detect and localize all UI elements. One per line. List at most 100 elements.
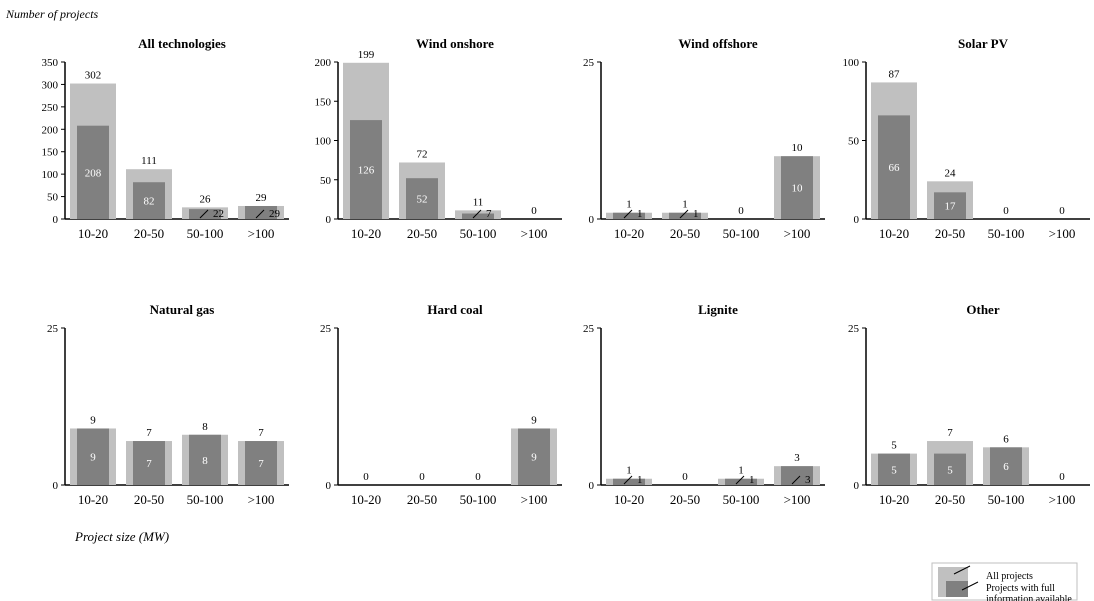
value-label-all: 10 (792, 142, 804, 154)
value-label-full-info: 126 (358, 165, 375, 177)
legend: All projects Projects with full informat… (931, 562, 1078, 601)
y-tick-label: 0 (326, 214, 332, 226)
x-category-label: >100 (248, 226, 275, 241)
value-label-all: 0 (419, 471, 425, 483)
bar-full-info (350, 120, 382, 219)
value-label-full-info: 5 (947, 464, 953, 476)
y-axis-title: Number of projects (5, 7, 99, 21)
value-label-full-info: 7 (146, 458, 152, 470)
bar-full-info (669, 212, 701, 219)
x-category-label: 10-20 (78, 226, 108, 241)
y-tick-label: 25 (583, 323, 595, 335)
chart-panel: Hard coal 0 25 0 10-20 0 20-50 0 50-100 9 9 >100 (320, 302, 562, 507)
panel-title: Natural gas (150, 302, 215, 317)
bar-full-info (77, 125, 109, 219)
bar-full-info (934, 453, 966, 485)
value-label-full-info: 82 (144, 196, 155, 208)
bar-full-info (613, 478, 645, 485)
x-category-label: 50-100 (988, 226, 1025, 241)
bar-full-info (781, 466, 813, 485)
value-label-all: 1 (738, 465, 744, 477)
y-tick-label: 100 (843, 57, 860, 69)
value-label-full-info: 1 (749, 474, 755, 486)
value-label-all: 5 (891, 440, 897, 452)
y-tick-label: 50 (320, 175, 332, 187)
y-tick-label: 0 (53, 480, 59, 492)
bar-full-info (518, 428, 550, 485)
value-label-full-info: 66 (889, 162, 901, 174)
x-category-label: 50-100 (988, 492, 1025, 507)
chart-panel: Natural gas 0 25 9 9 10-20 7 7 20-50 8 8 50-100 7 7 >1… (47, 302, 289, 507)
value-label-all: 111 (141, 155, 157, 167)
bar-full-info (189, 434, 221, 485)
y-tick-label: 0 (589, 214, 595, 226)
legend-swatch-full-info (946, 581, 968, 597)
bar-full-info (878, 453, 910, 485)
value-label-full-info: 1 (693, 208, 699, 220)
x-category-label: >100 (784, 226, 811, 241)
y-tick-label: 200 (315, 57, 332, 69)
value-label-all: 3 (794, 452, 800, 464)
value-label-all: 72 (417, 148, 428, 160)
value-label-all: 87 (889, 68, 901, 80)
value-label-all: 0 (475, 471, 481, 483)
value-label-full-info: 1 (637, 474, 643, 486)
y-tick-label: 25 (47, 323, 59, 335)
value-label-all: 302 (85, 70, 102, 82)
value-label-all: 0 (1003, 205, 1009, 217)
value-label-full-info: 52 (417, 194, 428, 206)
value-label-all: 1 (626, 199, 632, 211)
x-category-label: 20-50 (134, 226, 164, 241)
value-label-all: 199 (358, 49, 375, 61)
value-label-full-info: 5 (891, 464, 897, 476)
value-label-all: 24 (945, 167, 957, 179)
bar-full-info (613, 212, 645, 219)
x-category-label: 20-50 (935, 226, 965, 241)
x-category-label: 10-20 (614, 226, 644, 241)
chart-panel: Solar PV 0 50 100 87 66 10-20 24 17 20-50 0 50-100 0… (843, 36, 1090, 241)
value-label-full-info: 17 (945, 201, 957, 213)
value-label-full-info: 29 (269, 208, 281, 220)
legend-leader-line (961, 581, 979, 591)
bar-full-info (462, 213, 494, 219)
x-category-label: 10-20 (351, 226, 381, 241)
y-tick-label: 250 (42, 102, 59, 114)
value-label-all: 8 (202, 421, 208, 433)
value-label-all: 9 (90, 414, 96, 426)
panel-title: Wind offshore (678, 36, 758, 51)
x-category-label: 50-100 (460, 226, 497, 241)
x-category-label: 10-20 (78, 492, 108, 507)
value-label-all: 6 (1003, 433, 1009, 445)
x-category-label: 20-50 (935, 492, 965, 507)
y-tick-label: 25 (848, 323, 860, 335)
y-tick-label: 50 (47, 192, 59, 204)
y-tick-label: 25 (320, 323, 332, 335)
value-label-all: 11 (473, 196, 484, 208)
x-category-label: 10-20 (879, 226, 909, 241)
x-category-label: >100 (1049, 226, 1076, 241)
chart-panel: Other 0 25 5 5 10-20 7 5 20-50 6 6 50-100 0 >100 (848, 302, 1090, 507)
value-label-all: 1 (682, 199, 688, 211)
value-leader-line (623, 209, 633, 219)
bar-full-info (725, 478, 757, 485)
x-category-label: >100 (521, 492, 548, 507)
value-leader-line (735, 475, 745, 485)
bar-full-info (990, 447, 1022, 485)
bar-full-info (406, 178, 438, 219)
x-category-label: 50-100 (460, 492, 497, 507)
x-category-label: 50-100 (187, 226, 224, 241)
chart-panel: All technologies 0 50 100 150 200 250 300 350 302… (42, 36, 289, 241)
y-tick-label: 0 (854, 480, 860, 492)
legend-label-all-projects: All projects (986, 571, 1033, 582)
y-tick-label: 0 (326, 480, 332, 492)
panel-title: Lignite (698, 302, 738, 317)
legend-border (931, 562, 1078, 601)
value-label-full-info: 208 (85, 167, 102, 179)
x-category-label: 10-20 (879, 492, 909, 507)
value-leader-line (255, 209, 265, 219)
y-tick-label: 300 (42, 79, 59, 91)
bar-full-info (878, 115, 910, 219)
value-leader-line (623, 475, 633, 485)
bar-full-info (133, 441, 165, 485)
